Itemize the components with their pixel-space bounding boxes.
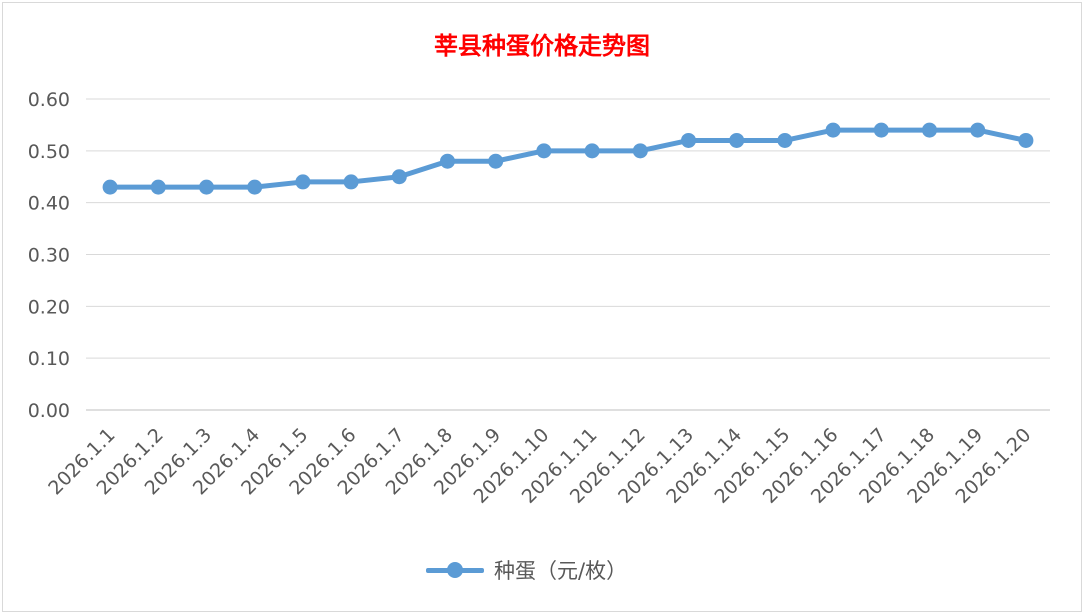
data-point [343,174,359,190]
data-point [295,174,311,190]
y-tick-label: 0.10 [28,348,70,370]
series-line [107,127,1029,190]
y-tick-label: 0.20 [28,296,70,318]
chart-title: 莘县种蛋价格走势图 [434,31,650,60]
data-point [150,179,166,195]
data-point [681,132,696,148]
y-tick-label: 0.60 [28,89,70,111]
data-point [922,122,937,138]
data-point [440,153,455,169]
data-point [632,143,648,159]
data-point [729,132,745,148]
legend-marker [424,552,486,588]
data-point [102,179,118,195]
data-point [488,153,504,169]
data-point [247,179,263,195]
data-point [199,179,214,195]
data-point [391,169,407,185]
data-point [1018,132,1034,148]
data-point [825,122,841,138]
data-point [584,143,600,159]
y-tick-label: 0.30 [28,245,70,267]
y-tick-label: 0.40 [28,193,70,215]
data-point [873,122,889,138]
data-point [970,122,986,138]
y-tick-label: 0.50 [28,141,70,163]
y-tick-label: 0.00 [28,400,70,422]
legend-label: 种蛋（元/枚） [494,559,628,583]
data-point [536,143,552,159]
legend: 种蛋（元/枚） [424,552,627,588]
data-point [777,132,793,148]
